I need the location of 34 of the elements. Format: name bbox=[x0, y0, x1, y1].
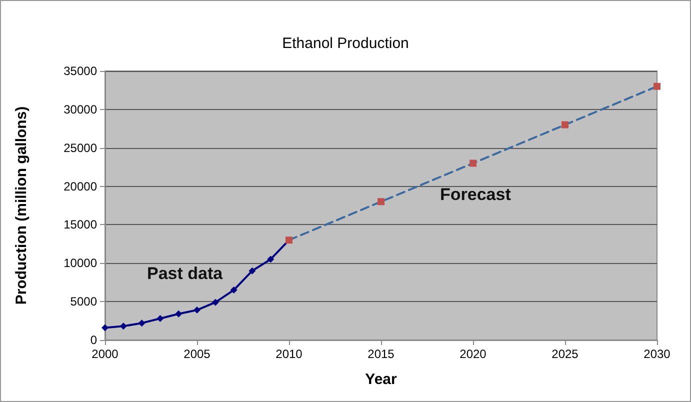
point bbox=[138, 320, 146, 327]
annotation: Past data bbox=[147, 264, 224, 283]
y-tick-label: 30000 bbox=[64, 102, 98, 116]
y-tick-label: 20000 bbox=[64, 179, 98, 194]
point bbox=[248, 267, 256, 274]
point bbox=[378, 198, 384, 206]
point bbox=[194, 306, 200, 314]
point bbox=[120, 322, 127, 330]
y-tick-label: 35000 bbox=[64, 64, 98, 78]
x-tick-label: 2005 bbox=[184, 347, 211, 361]
x-axis-title: Year bbox=[365, 371, 398, 388]
x-tick-label: 2000 bbox=[92, 347, 119, 361]
x-tick-label: 2015 bbox=[368, 347, 395, 361]
x-tick-label: 2010 bbox=[276, 347, 303, 361]
x-tick-label: 2030 bbox=[644, 347, 671, 361]
y-tick-label: 5000 bbox=[70, 294, 98, 309]
x-tick-label: 2020 bbox=[460, 347, 487, 361]
point bbox=[654, 82, 660, 90]
y-tick-label: 10000 bbox=[64, 256, 98, 270]
point bbox=[175, 310, 182, 318]
point bbox=[267, 256, 274, 263]
point bbox=[470, 160, 476, 167]
y-tick-label: 15000 bbox=[64, 218, 98, 232]
point bbox=[562, 121, 568, 128]
y-tick-label: 0 bbox=[90, 333, 98, 347]
point bbox=[230, 286, 238, 294]
x-tick-label: 2025 bbox=[552, 347, 579, 361]
annotation: Forecast bbox=[440, 185, 512, 204]
point bbox=[102, 324, 108, 332]
y-axis-title: Production (million gallons) bbox=[13, 106, 30, 305]
point bbox=[212, 298, 219, 306]
chart-title: Ethanol Production bbox=[282, 35, 409, 52]
point bbox=[156, 314, 164, 322]
y-tick-label: 25000 bbox=[64, 140, 98, 155]
